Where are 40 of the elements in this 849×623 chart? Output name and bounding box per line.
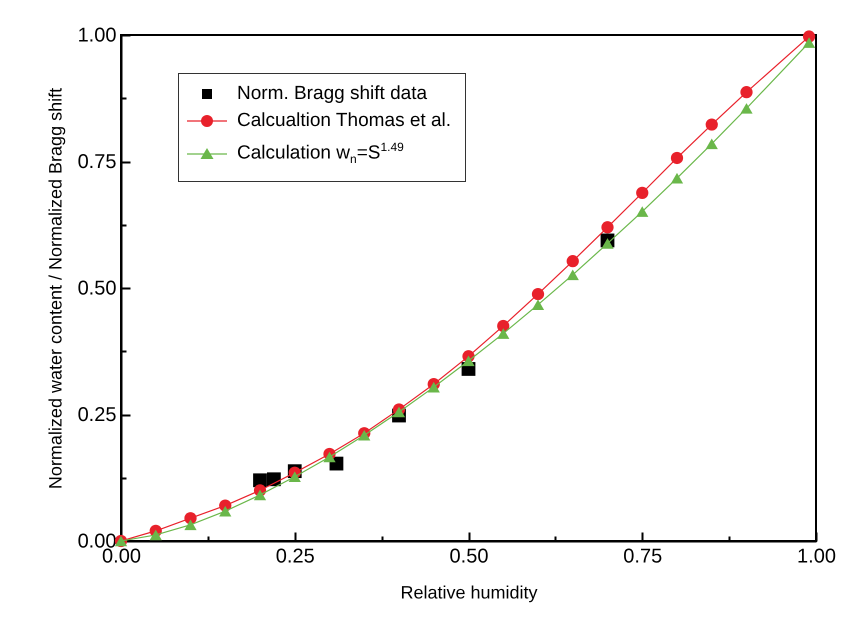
point: [323, 452, 336, 462]
point: [532, 288, 544, 300]
x-tick-label: 1.00: [797, 546, 836, 568]
y-tick-label: 0.25: [78, 404, 116, 426]
y-axis-title: Normalized water content / Normalized Bragg shift: [46, 88, 66, 490]
point: [670, 152, 684, 164]
point: [497, 320, 510, 332]
y-tick-label: 1.00: [78, 24, 116, 46]
x-tick-label: 0.25: [276, 546, 315, 568]
y-tick-label: 0.50: [78, 278, 116, 300]
point: [497, 328, 510, 339]
point: [184, 520, 197, 530]
point: [740, 103, 753, 114]
point: [636, 186, 648, 199]
legend-label: Norm. Bragg shift data: [237, 82, 428, 106]
point: [670, 172, 684, 184]
point: [566, 255, 579, 268]
x-axis-title: Relative humidity: [400, 582, 538, 602]
point: [150, 530, 162, 540]
point: [462, 356, 475, 366]
x-tick-label: 0.50: [450, 546, 488, 568]
point: [706, 138, 718, 150]
point: [428, 382, 440, 392]
point: [566, 270, 579, 280]
point: [219, 506, 232, 516]
point: [254, 490, 266, 500]
point: [601, 221, 614, 234]
point: [740, 86, 753, 98]
point: [358, 430, 370, 441]
point: [802, 37, 816, 48]
legend-label: Calcualtion Thomas et al.: [237, 109, 452, 133]
x-tick-label: 0.75: [623, 546, 662, 568]
point: [706, 118, 718, 131]
point: [601, 238, 614, 249]
point: [636, 206, 648, 217]
point: [392, 406, 406, 418]
point: [532, 299, 544, 310]
y-tick-label: 0.75: [78, 151, 116, 173]
legend-label: Calculation w$_{n}$=S$^{1.49}$: [237, 139, 404, 168]
point: [288, 471, 301, 482]
